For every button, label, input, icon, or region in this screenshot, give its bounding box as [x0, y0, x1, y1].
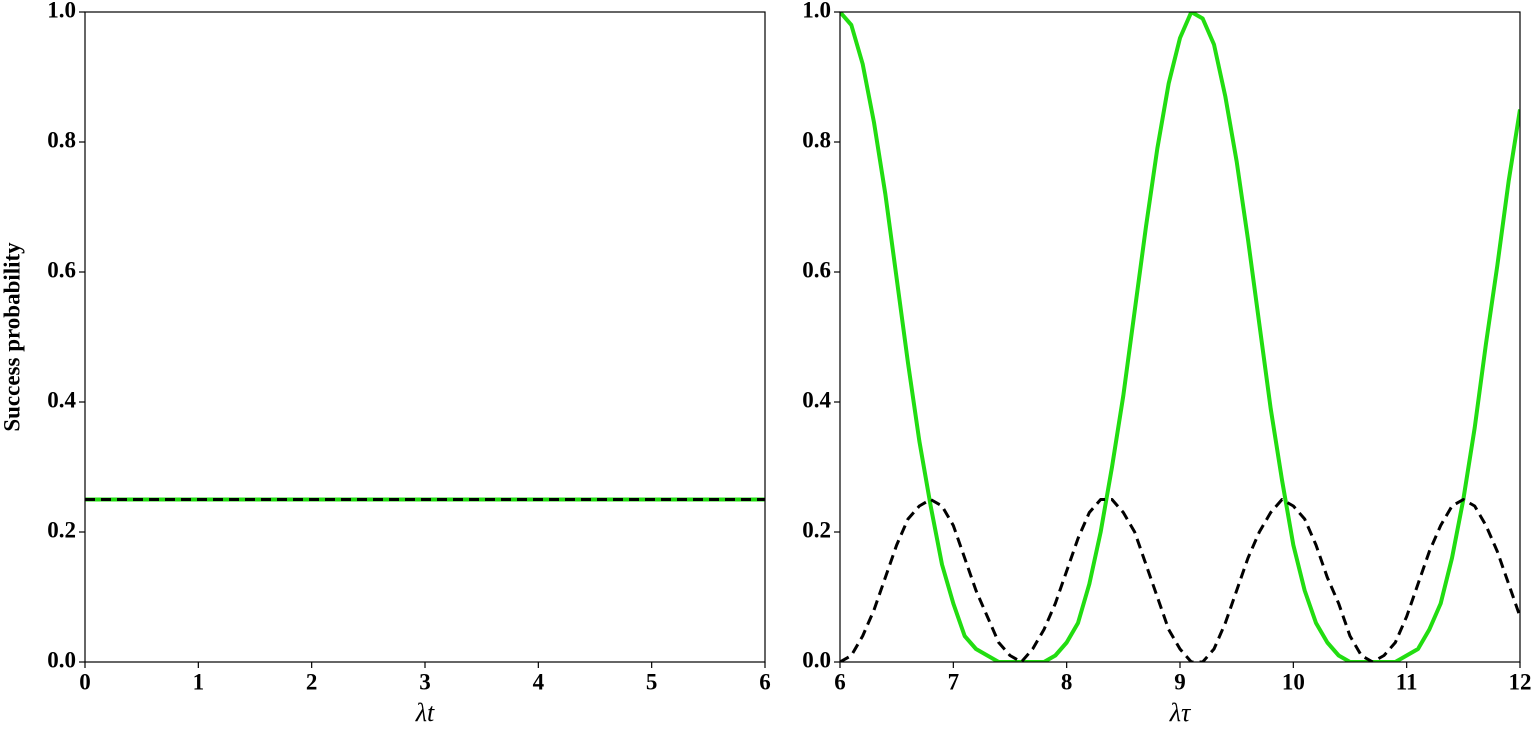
y-tick-label: 0.6 [802, 257, 831, 282]
y-tick-label: 0.4 [802, 387, 831, 412]
y-tick-label: 0.8 [802, 127, 831, 152]
y-tick-label: 0.8 [47, 127, 76, 152]
x-tick-label: 7 [948, 669, 960, 694]
x-tick-label: 2 [306, 669, 318, 694]
y-axis-label: Success probability [0, 242, 24, 432]
y-tick-label: 0.0 [802, 647, 831, 672]
x-tick-label: 8 [1061, 669, 1073, 694]
x-tick-label: 6 [834, 669, 846, 694]
x-tick-label: 6 [759, 669, 771, 694]
line-series [840, 498, 1520, 662]
x-tick-label: 11 [1396, 669, 1418, 694]
x-tick-label: 9 [1174, 669, 1186, 694]
x-tick-label: 0 [79, 669, 91, 694]
y-tick-label: 0.2 [47, 517, 76, 542]
y-tick-label: 0.4 [47, 387, 76, 412]
plot-area [840, 12, 1520, 662]
x-tick-label: 5 [646, 669, 658, 694]
x-tick-label: 1 [193, 669, 205, 694]
y-tick-label: 0.0 [47, 647, 76, 672]
x-tick-label: 10 [1282, 669, 1305, 694]
axes-frame [84, 11, 766, 663]
y-tick-label: 0.2 [802, 517, 831, 542]
line-series [840, 12, 1520, 662]
y-tick-label: 0.6 [47, 257, 76, 282]
x-tick-label: 3 [419, 669, 431, 694]
x-axis-label: λt [415, 698, 435, 727]
x-tick-label: 4 [533, 669, 545, 694]
x-tick-label: 12 [1509, 669, 1532, 694]
x-axis-label: λτ [1169, 698, 1192, 727]
y-tick-label: 1.0 [47, 0, 76, 22]
y-tick-label: 1.0 [802, 0, 831, 22]
